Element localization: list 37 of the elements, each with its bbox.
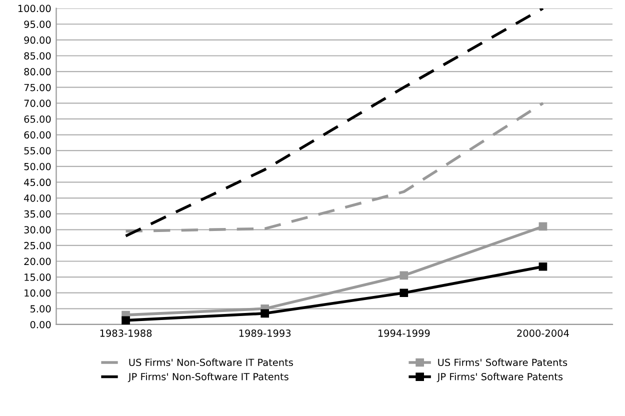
y-tick-label: 20.00 xyxy=(24,258,51,266)
y-tick-label: 5.00 xyxy=(30,305,51,313)
x-tick-label: 1989-1993 xyxy=(239,330,291,337)
x-tick-label: 1994-1999 xyxy=(378,330,430,337)
legend-label: JP Firms' Non-Software IT Patents xyxy=(128,372,288,382)
y-tick-label: 60.00 xyxy=(24,131,51,139)
y-tick-label: 65.00 xyxy=(24,115,51,123)
y-tick-label: 100.00 xyxy=(18,4,51,12)
y-tick-label: 75.00 xyxy=(24,84,51,92)
line-series xyxy=(124,102,544,233)
y-tick-label: 95.00 xyxy=(24,20,51,28)
point xyxy=(260,309,270,318)
x-tick-label: 2000-2004 xyxy=(517,330,569,337)
y-tick-label: 35.00 xyxy=(24,210,51,218)
legend-label: JP Firms' Software Patents xyxy=(436,372,563,382)
y-tick-label: 15.00 xyxy=(24,274,51,281)
y-tick-label: 0.00 xyxy=(30,320,51,328)
y-tick-label: 40.00 xyxy=(24,194,51,202)
y-tick-label: 10.00 xyxy=(24,289,51,297)
y-tick-label: 30.00 xyxy=(24,226,51,234)
y-tick-label: 70.00 xyxy=(24,100,51,107)
y-tick-label: 45.00 xyxy=(24,178,51,186)
y-tick-label: 85.00 xyxy=(24,52,51,60)
y-tick-label: 80.00 xyxy=(24,68,51,76)
line-series xyxy=(124,8,544,238)
x-tick-label: 1983-1988 xyxy=(100,330,152,337)
y-tick-label: 55.00 xyxy=(24,147,51,154)
point xyxy=(538,222,548,231)
legend-label: US Firms' Non-Software IT Patents xyxy=(129,358,293,366)
point xyxy=(400,271,408,280)
point xyxy=(400,288,408,298)
point xyxy=(538,262,548,271)
legend-label: US Firms' Software Patents xyxy=(438,358,568,366)
point xyxy=(122,316,130,324)
y-tick-label: 90.00 xyxy=(24,36,51,44)
y-tick-label: 50.00 xyxy=(24,162,51,170)
y-tick-label: 25.00 xyxy=(24,242,51,250)
